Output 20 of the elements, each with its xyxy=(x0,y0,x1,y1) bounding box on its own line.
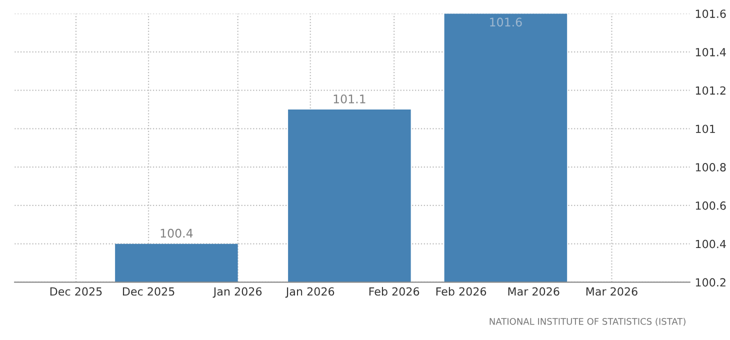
y-tick-label: 100.8 xyxy=(696,163,726,172)
x-tick-label: Mar 2026 xyxy=(508,287,560,296)
x-tick-label: Jan 2026 xyxy=(285,287,334,298)
y-tick-label: 101.6 xyxy=(696,10,726,18)
x-tick-label: Jan 2026 xyxy=(212,287,262,298)
y-tick-label: 100.6 xyxy=(696,201,726,210)
x-tick-label: Dec 2025 xyxy=(50,287,102,296)
y-tick-label: 100.4 xyxy=(696,240,726,248)
y-tick-label: 101 xyxy=(696,124,715,134)
x-tick-label: Feb 2026 xyxy=(436,287,486,296)
y-tick-label: 101.4 xyxy=(696,48,726,56)
text: NATIONAL INSTITUTE OF STATISTICS (ISTAT) xyxy=(490,318,686,326)
y-tick-label: 101.2 xyxy=(696,86,726,95)
data-label: 101.6 xyxy=(490,18,522,27)
x-tick-label: Dec 2025 xyxy=(122,287,174,296)
data-label: 101.1 xyxy=(334,94,366,104)
x-tick-label: Feb 2026 xyxy=(369,287,420,296)
y-tick-label: 100.2 xyxy=(696,278,726,287)
data-label: 100.4 xyxy=(160,228,193,238)
x-tick-label: Mar 2026 xyxy=(586,287,638,296)
